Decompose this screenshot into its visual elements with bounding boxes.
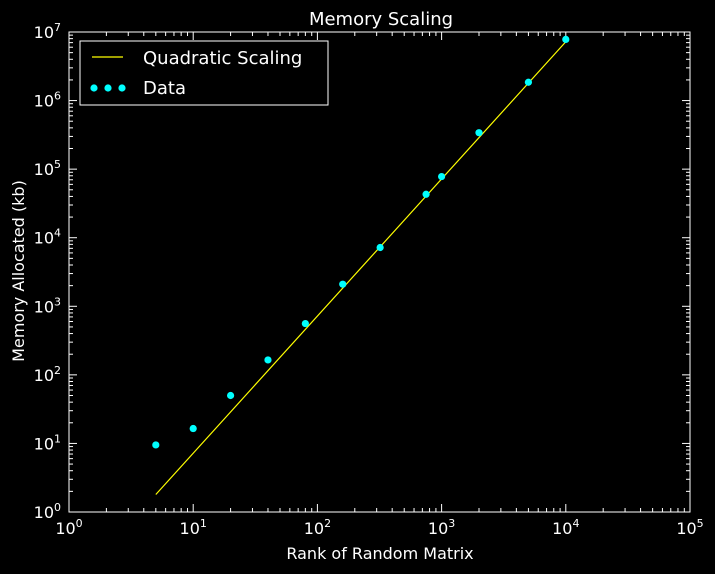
y-tick-label: 105 xyxy=(34,158,61,179)
data-point xyxy=(376,243,384,252)
legend-label-data: Data xyxy=(143,78,186,99)
plot-frame xyxy=(68,31,691,513)
x-axis-label: Rank of Random Matrix xyxy=(286,544,473,563)
data-point xyxy=(524,78,533,86)
legend-box xyxy=(79,40,329,106)
data-point xyxy=(189,424,197,433)
legend: Quadratic Scaling Data xyxy=(79,40,329,106)
y-tick-label: 106 xyxy=(34,90,61,111)
x-tick-label: 102 xyxy=(304,517,331,538)
x-tick-label: 101 xyxy=(180,517,207,538)
y-tick-label: 102 xyxy=(34,364,61,385)
data-point xyxy=(264,356,272,364)
data-point xyxy=(152,441,160,449)
x-tick-label: 103 xyxy=(428,517,455,538)
legend-label-quadratic-scaling: Quadratic Scaling xyxy=(143,48,302,69)
data-point xyxy=(339,280,347,288)
data-point xyxy=(301,319,309,328)
data-point xyxy=(475,129,483,137)
y-tick-label: 101 xyxy=(34,432,61,453)
y-axis-label: Memory Allocated (kb) xyxy=(9,180,28,362)
y-tick-label: 100 xyxy=(34,501,61,522)
x-tick-label: 105 xyxy=(676,517,703,538)
legend-marker-swatch xyxy=(118,84,126,92)
y-tick-label: 107 xyxy=(34,21,61,42)
legend-marker-swatch xyxy=(90,84,98,92)
data-point xyxy=(438,172,446,181)
x-tick-label: 100 xyxy=(55,517,82,538)
data-point xyxy=(422,190,430,198)
chart-title: Memory Scaling xyxy=(309,9,453,30)
data-point xyxy=(562,35,570,44)
quadratic-scaling-line xyxy=(155,41,567,495)
data-point xyxy=(226,391,235,400)
legend-marker-swatch xyxy=(104,84,112,92)
plot-area: 100 101 102 103 104 105 100 101 102 103 104 105 106 1… xyxy=(34,21,704,538)
x-tick-label: 104 xyxy=(552,517,579,538)
y-tick-label: 103 xyxy=(34,295,61,316)
y-tick-label: 104 xyxy=(34,227,61,248)
